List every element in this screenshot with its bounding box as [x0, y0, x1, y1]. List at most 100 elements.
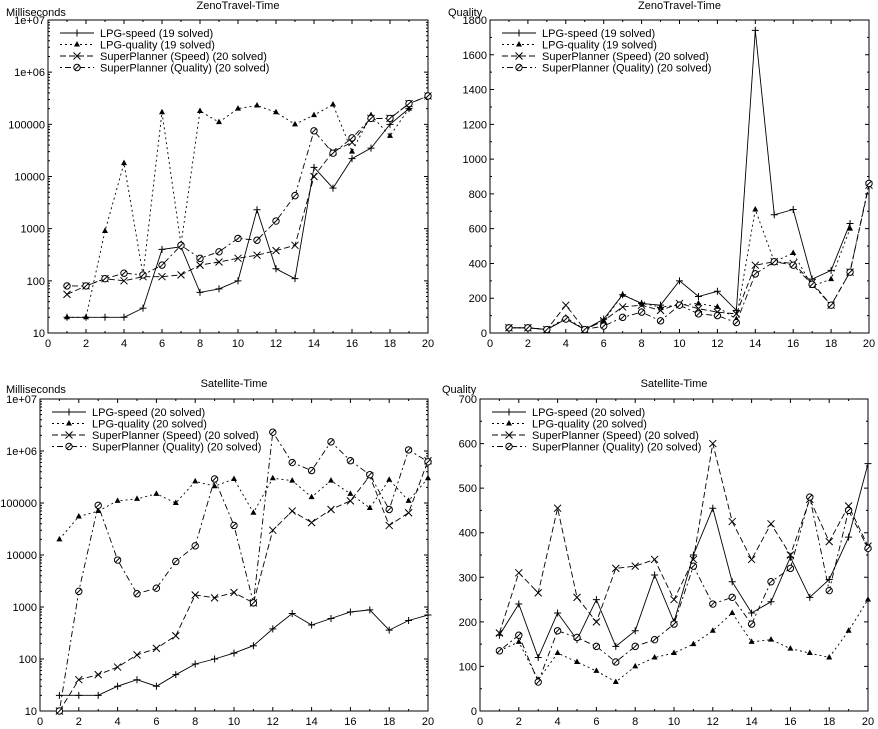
data-point-hatch: [807, 494, 813, 500]
data-point-hatch: [212, 476, 218, 482]
data-point: [327, 505, 335, 514]
legend-label: LPG-quality (19 solved): [542, 40, 657, 52]
series-line: [498, 443, 869, 634]
legend-marker: [73, 29, 81, 37]
data-point: [637, 301, 646, 310]
data-point: [273, 108, 279, 115]
data-point-hatch: [76, 588, 82, 594]
data-point: [311, 111, 317, 118]
data-point: [114, 497, 121, 503]
data-point: [215, 258, 223, 266]
series-2: [505, 206, 854, 332]
legend-label: SuperPlanner (Quality) (20 solved): [92, 442, 261, 454]
data-point: [120, 313, 128, 321]
data-point: [514, 568, 523, 577]
data-point-hatch: [771, 259, 777, 265]
data-point: [806, 649, 813, 656]
x-tick-label: 18: [825, 338, 837, 350]
data-point: [612, 642, 620, 650]
data-point-hatch: [153, 585, 159, 591]
y-tick-label: 400: [459, 528, 477, 540]
legend-marker-hatch: [516, 64, 522, 71]
data-point: [404, 508, 413, 517]
data-point-hatch: [328, 439, 334, 445]
y-tick-label: 1e+06: [6, 446, 37, 458]
x-tick-label: 6: [153, 716, 159, 728]
series-4: [505, 179, 873, 334]
data-point: [347, 490, 354, 496]
data-point: [751, 261, 760, 270]
data-point: [152, 682, 160, 690]
data-point-hatch: [349, 135, 355, 141]
x-tick-label: 12: [707, 716, 719, 728]
data-point: [729, 609, 736, 615]
legend: LPG-speed (19 solved)LPG-quality (19 sol…: [502, 28, 711, 75]
series-1: [55, 606, 432, 699]
data-point: [133, 676, 141, 684]
x-tick-label: 10: [673, 338, 685, 350]
data-point: [101, 313, 109, 321]
legend-marker-hatch: [66, 443, 72, 450]
data-point-hatch: [563, 316, 569, 322]
x-tick-label: 20: [863, 338, 875, 350]
data-point: [387, 132, 393, 138]
data-point: [94, 691, 102, 699]
data-point-hatch: [710, 601, 716, 607]
data-point: [732, 306, 740, 314]
data-point: [197, 107, 203, 114]
data-point: [231, 475, 237, 481]
data-point: [515, 638, 522, 644]
data-point: [63, 290, 71, 299]
data-point-hatch: [593, 643, 599, 649]
data-point-hatch: [555, 628, 561, 634]
data-point: [424, 611, 432, 619]
data-point: [153, 490, 160, 496]
data-point: [291, 241, 299, 250]
y-tick-label: 1200: [463, 119, 487, 131]
y-tick-label: 10000: [14, 172, 45, 184]
y-tick-label: 100000: [0, 498, 37, 510]
data-point: [308, 621, 316, 629]
x-tick-label: 2: [516, 716, 522, 728]
y-axis-label: Quality: [448, 7, 483, 19]
series-line: [508, 30, 851, 331]
data-point-hatch: [368, 115, 374, 121]
data-point: [234, 277, 242, 285]
y-tick-label: 100: [19, 654, 37, 666]
y-tick-label: 700: [459, 394, 477, 406]
data-point: [330, 100, 336, 107]
y-tick-label: 1e+07: [6, 394, 37, 406]
legend-label: SuperPlanner (Speed) (20 solved): [92, 430, 259, 442]
x-tick-label: 18: [384, 338, 396, 350]
data-point: [113, 663, 122, 671]
x-tick-label: 10: [668, 716, 680, 728]
x-tick-label: 0: [37, 716, 43, 728]
data-point: [554, 609, 562, 617]
series-4: [63, 92, 432, 290]
data-point: [406, 105, 412, 111]
y-tick-label: 0: [481, 328, 487, 340]
data-point: [728, 578, 736, 586]
data-point: [288, 507, 297, 515]
legend-marker: [65, 408, 73, 416]
data-point: [191, 660, 199, 668]
data-point: [599, 316, 608, 325]
x-tick-label: 0: [487, 338, 493, 350]
y-tick-label: 1400: [463, 85, 487, 97]
data-point-hatch: [749, 621, 755, 627]
data-point: [592, 596, 600, 604]
y-tick-label: 1000: [21, 224, 45, 236]
series-2: [64, 100, 412, 320]
x-tick-label: 6: [593, 716, 599, 728]
data-point: [386, 476, 393, 482]
data-point: [177, 271, 185, 279]
data-point-hatch: [64, 283, 70, 289]
legend: LPG-speed (19 solved)LPG-quality (19 sol…: [60, 28, 269, 75]
data-point: [346, 496, 355, 505]
data-point-hatch: [506, 325, 512, 331]
y-tick-label: 200: [469, 293, 487, 305]
data-point: [133, 651, 141, 659]
data-point-hatch: [671, 621, 677, 627]
series-line: [66, 95, 429, 295]
